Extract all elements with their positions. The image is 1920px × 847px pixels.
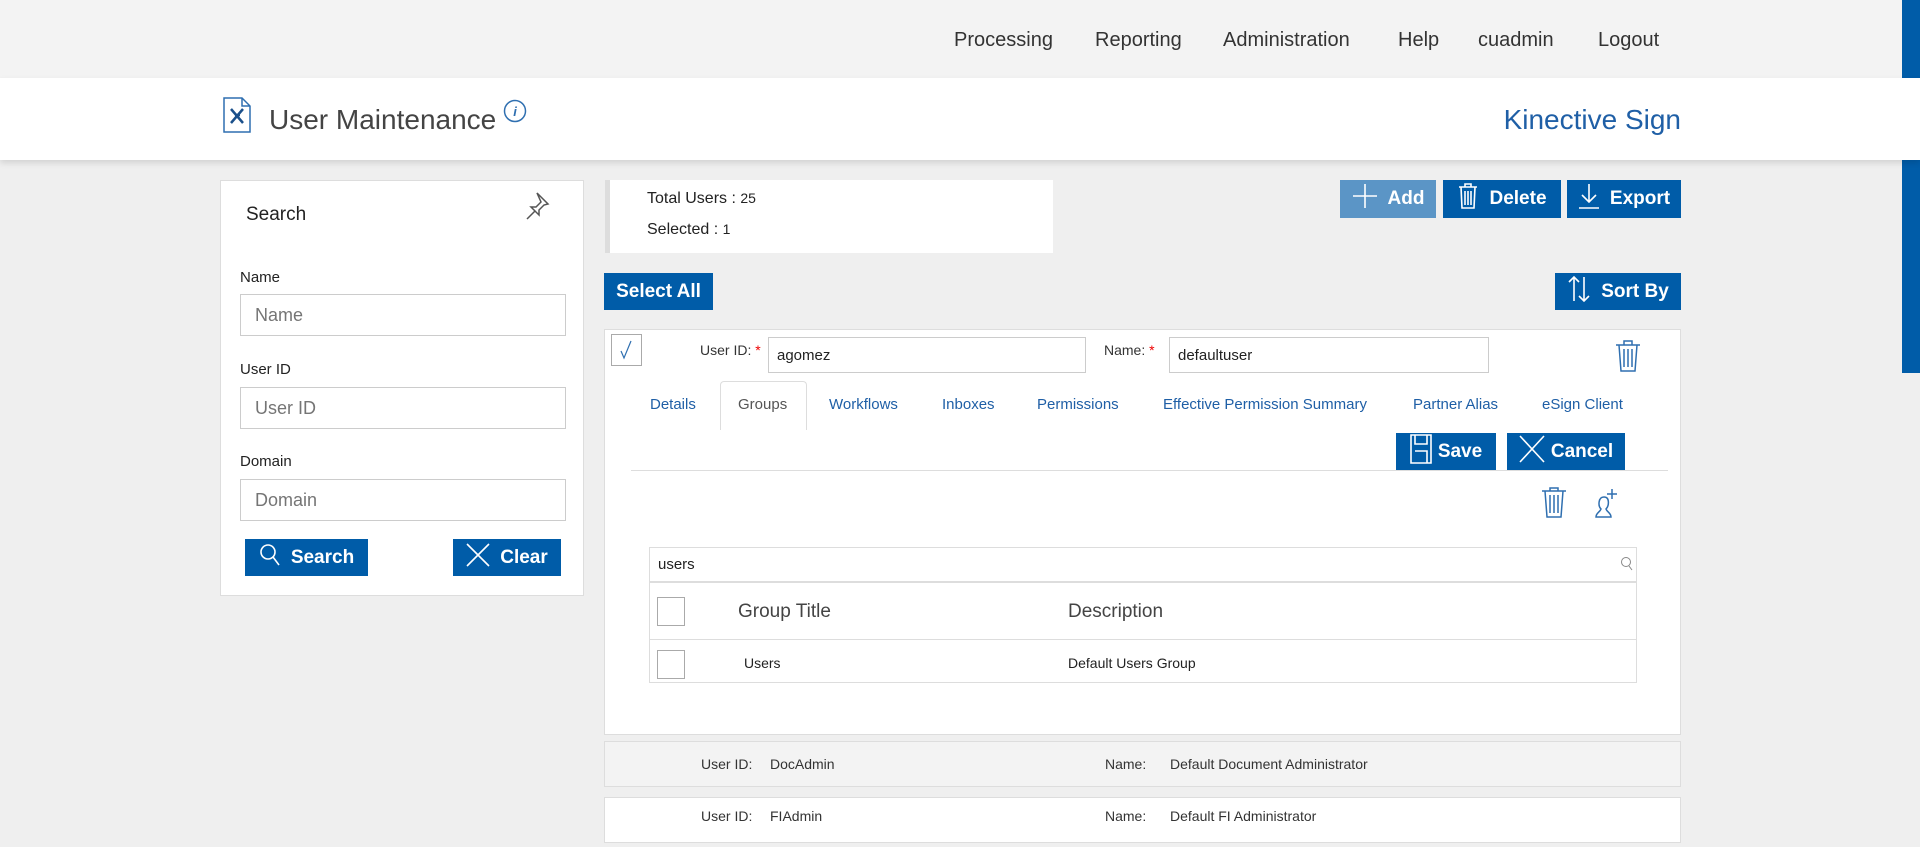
page-header (0, 78, 1920, 160)
sort-by-label: Sort By (1601, 280, 1669, 302)
export-label: Export (1609, 188, 1671, 209)
delete-button[interactable]: Delete (1443, 180, 1561, 218)
sort-by-button[interactable]: Sort By (1555, 273, 1681, 310)
group-description-cell: Default Users Group (1068, 655, 1196, 671)
name-value: Default FI Administrator (1170, 808, 1317, 824)
cancel-label: Cancel (1550, 440, 1614, 462)
add-button[interactable]: Add (1340, 180, 1436, 218)
scrollbar[interactable] (1902, 0, 1920, 373)
export-button[interactable]: Export (1567, 180, 1681, 218)
name-value: Default Document Administrator (1170, 756, 1368, 772)
remove-group-icon[interactable] (1540, 486, 1568, 523)
delete-user-icon[interactable] (1614, 339, 1642, 378)
tab-permissions[interactable]: Permissions (1037, 396, 1119, 413)
select-all-button[interactable]: Select All (604, 273, 713, 310)
tab-esign-client[interactable]: eSign Client (1542, 396, 1623, 413)
sort-icon (1567, 275, 1591, 309)
plus-icon (1352, 183, 1378, 215)
top-nav-bar: Processing Reporting Administration Help… (0, 0, 1920, 78)
page-title: User Maintenance (269, 104, 497, 135)
search-icon (1620, 556, 1634, 577)
search-panel-title: Search (246, 204, 307, 225)
save-label: Save (1437, 440, 1483, 462)
row-divider (650, 639, 1636, 640)
tab-partner-alias[interactable]: Partner Alias (1413, 396, 1499, 413)
total-users-value: 25 (740, 190, 756, 206)
search-button[interactable]: Search (245, 539, 368, 576)
nav-administration[interactable]: Administration (1223, 29, 1350, 51)
tools-document-icon (223, 97, 251, 138)
svg-text:i: i (513, 104, 517, 119)
clear-button-label: Clear (500, 546, 548, 568)
nav-processing[interactable]: Processing (954, 29, 1053, 51)
delete-label: Delete (1489, 188, 1547, 209)
download-icon (1578, 183, 1600, 215)
cancel-button[interactable]: Cancel (1507, 433, 1625, 470)
userid-input[interactable] (240, 387, 566, 429)
add-label: Add (1387, 188, 1425, 209)
name-input[interactable] (240, 294, 566, 336)
close-icon (1519, 434, 1545, 469)
select-all-groups-checkbox[interactable] (657, 597, 685, 626)
column-header-group-title[interactable]: Group Title (738, 601, 831, 622)
tab-workflows[interactable]: Workflows (829, 396, 898, 413)
search-button-label: Search (290, 546, 355, 568)
nav-help[interactable]: Help (1398, 29, 1440, 51)
group-row-checkbox[interactable] (657, 650, 685, 679)
close-icon (466, 542, 490, 573)
name-field-label: Name: * (1104, 342, 1155, 358)
search-icon (259, 543, 281, 573)
pin-icon[interactable] (521, 190, 551, 225)
nav-logout[interactable]: Logout (1598, 29, 1660, 51)
user-card[interactable]: User ID: FIAdmin Name: Default FI Admini… (604, 797, 1681, 843)
save-button[interactable]: Save (1396, 433, 1496, 470)
domain-label: Domain (240, 453, 292, 470)
nav-user[interactable]: cuadmin (1478, 29, 1554, 51)
stats-box: Total Users : 25 Selected : 1 (605, 180, 1053, 253)
group-filter-input[interactable] (650, 548, 1636, 583)
trash-icon (1457, 182, 1479, 216)
user-card[interactable]: User ID: DocAdmin Name: Default Document… (604, 741, 1681, 787)
tab-effective-permission-summary[interactable]: Effective Permission Summary (1163, 396, 1367, 413)
divider (631, 470, 1668, 471)
userid-label: User ID (240, 361, 291, 378)
userid-value: DocAdmin (770, 756, 835, 772)
group-title-cell: Users (744, 655, 781, 671)
userid-field[interactable] (768, 337, 1086, 373)
tab-inboxes[interactable]: Inboxes (942, 396, 995, 413)
info-icon[interactable]: i (503, 99, 527, 128)
tab-details[interactable]: Details (650, 396, 696, 413)
userid-label: User ID: (701, 808, 753, 824)
total-users-label: Total Users : (647, 190, 736, 207)
name-label: Name (240, 269, 281, 286)
selected-value: 1 (722, 221, 731, 237)
active-tab-frame (720, 381, 807, 430)
domain-input[interactable] (240, 479, 566, 521)
selected-label: Selected : (647, 221, 719, 238)
column-header-description[interactable]: Description (1068, 601, 1164, 622)
name-field[interactable] (1169, 337, 1489, 373)
name-label: Name: (1105, 808, 1147, 824)
userid-value: FIAdmin (770, 808, 823, 824)
name-label: Name: (1105, 756, 1147, 772)
user-select-checkbox[interactable] (611, 334, 642, 366)
clear-button[interactable]: Clear (453, 539, 561, 576)
save-icon (1410, 433, 1432, 470)
userid-label: User ID: (701, 756, 753, 772)
tab-groups[interactable]: Groups (738, 396, 788, 413)
userid-field-label: User ID: * (700, 342, 761, 358)
nav-reporting[interactable]: Reporting (1095, 29, 1182, 51)
add-user-group-icon[interactable] (1588, 486, 1620, 523)
brand-name: Kinective Sign (1503, 104, 1681, 135)
